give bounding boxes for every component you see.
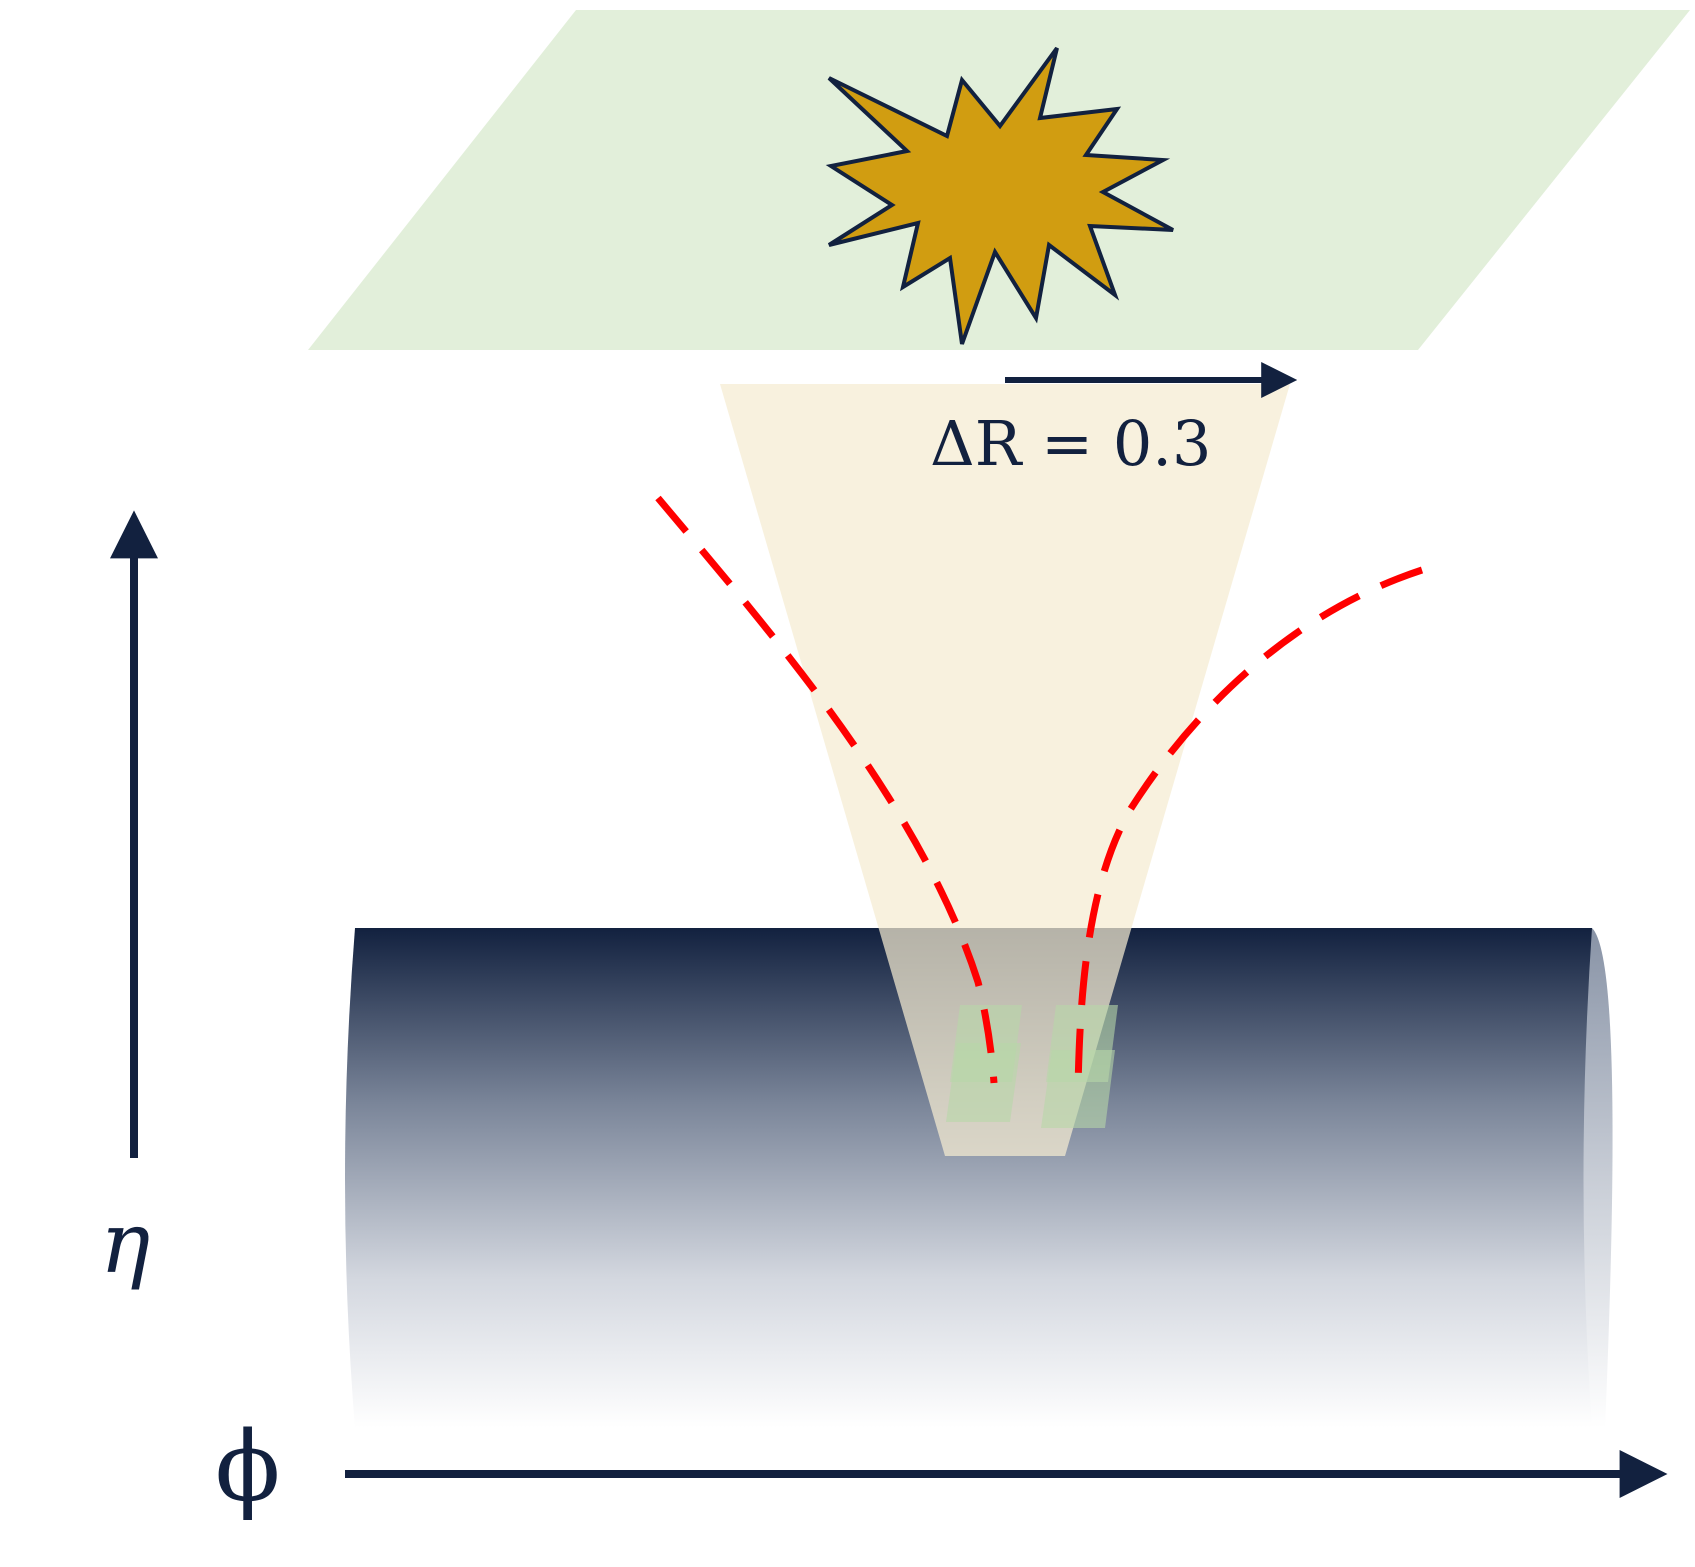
hit-pad (946, 1043, 1021, 1122)
phi-axis-label: ϕ (215, 1411, 280, 1523)
particle-track-right (1074, 566, 1424, 1091)
isolation-cone (720, 384, 1290, 1156)
delta-r-label: ΔR = 0.3 (930, 407, 1211, 480)
hit-pads (946, 1005, 1118, 1128)
eta-axis-label: η (100, 1194, 150, 1292)
collision-star-icon (825, 46, 1174, 345)
particle-track-left (655, 495, 998, 1084)
hit-pad (1041, 1050, 1115, 1128)
detector-cylinder (345, 928, 1613, 1428)
